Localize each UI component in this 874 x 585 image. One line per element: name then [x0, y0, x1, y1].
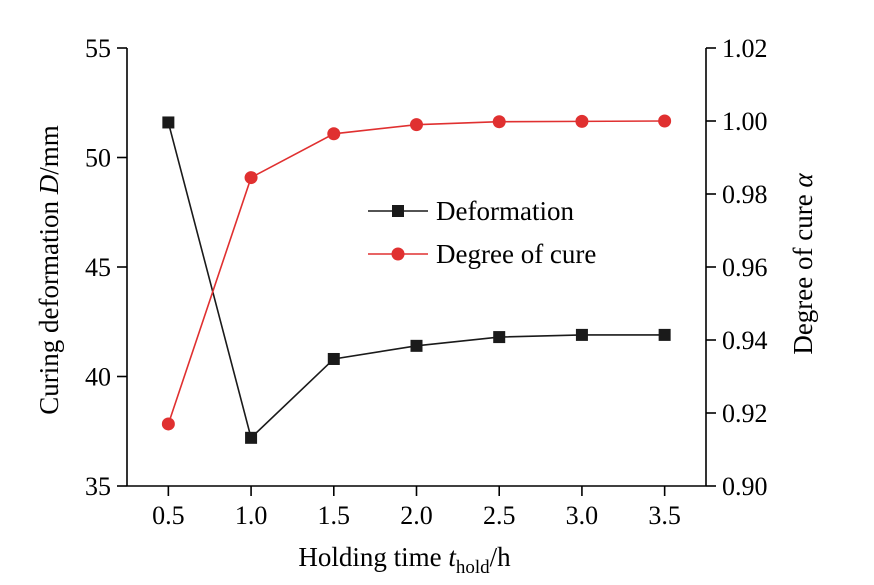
deformation-point: [162, 116, 175, 129]
series-deformation: [162, 116, 671, 444]
x-tick-label: 3.5: [648, 501, 681, 530]
y-right-tick-label: 0.90: [722, 472, 768, 501]
y-right-tick-label: 0.96: [722, 253, 768, 282]
legend-item-deformation: Deformation: [368, 196, 574, 226]
y-right-tick-label: 0.98: [722, 180, 768, 209]
legend-marker: [392, 205, 404, 217]
deformation-point: [410, 339, 423, 352]
degree-of-cure-line: [167, 120, 665, 425]
y-left-tick-label: 50: [85, 144, 111, 173]
legend-label: Degree of cure: [436, 239, 596, 269]
deformation-point: [245, 431, 258, 444]
degree-of-cure-point: [575, 114, 589, 128]
y-right-tick-label: 0.94: [722, 326, 768, 355]
y-right-tick-label: 0.92: [722, 399, 768, 428]
x-tick-label: 0.5: [152, 501, 185, 530]
degree-of-cure-point: [244, 171, 258, 185]
legend-item-degree-of-cure: Degree of cure: [368, 239, 596, 269]
degree-of-cure-point: [327, 127, 341, 141]
x-tick-label: 1.5: [318, 501, 351, 530]
degree-of-cure-point: [658, 114, 672, 128]
x-tick-label: 2.0: [400, 501, 433, 530]
y-right-axis-title: Degree of cure α: [788, 173, 818, 355]
legend: Deformation Degree of cure: [368, 196, 596, 269]
y-left-tick-label: 35: [85, 472, 111, 501]
degree-of-cure-point: [492, 115, 506, 129]
x-tick-label: 2.5: [483, 501, 516, 530]
x-tick-label: 1.0: [235, 501, 268, 530]
deformation-line: [167, 122, 665, 440]
y-right-tick-label: 1.02: [722, 34, 768, 63]
y-left-tick-label: 45: [85, 253, 111, 282]
axes: 0.5 1.0 1.5 2.0 2.5 3.0 3.5 35 40 45 50 55 0.90 0.92 0…: [34, 34, 818, 578]
x-tick-label: 3.0: [566, 501, 599, 530]
legend-label: Deformation: [436, 196, 574, 226]
y-left-tick-label: 55: [85, 34, 111, 63]
legend-marker: [391, 247, 405, 261]
x-axis-title: Holding time thold/h: [298, 542, 511, 578]
deformation-point: [327, 352, 340, 365]
deformation-point: [575, 328, 588, 341]
series-degree-of-cure: [161, 114, 672, 431]
deformation-point: [493, 331, 506, 344]
series-layer: [161, 114, 672, 444]
degree-of-cure-point: [410, 118, 423, 132]
degree-of-cure-point: [161, 417, 175, 431]
y-left-axis-title: Curing deformation D/mm: [34, 125, 64, 414]
y-left-tick-label: 40: [85, 363, 111, 392]
y-right-tick-label: 1.00: [722, 107, 768, 136]
deformation-point: [658, 328, 671, 341]
